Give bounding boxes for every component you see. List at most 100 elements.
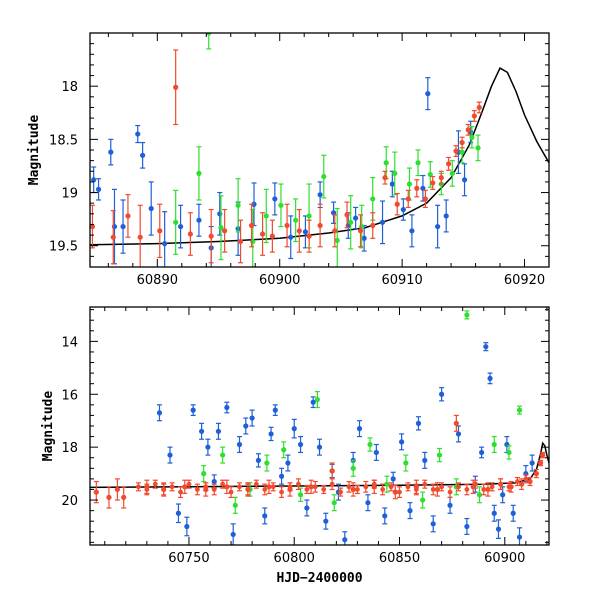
- x-tick-label: 60750: [168, 551, 209, 566]
- data-point: [459, 139, 465, 146]
- data-point: [95, 186, 102, 192]
- data-point: [422, 457, 428, 463]
- data-point: [481, 487, 487, 492]
- data-point: [264, 460, 270, 466]
- data-point: [407, 508, 413, 514]
- data-point: [196, 217, 202, 223]
- data-point: [353, 215, 359, 221]
- data-point: [135, 131, 141, 137]
- y-axis-label: Magnitude: [27, 115, 42, 186]
- data-point: [302, 229, 309, 235]
- data-point: [399, 439, 405, 445]
- data-point: [334, 237, 340, 244]
- data-point: [259, 231, 266, 237]
- data-point: [306, 233, 312, 239]
- data-point: [281, 447, 287, 453]
- data-point: [108, 149, 114, 155]
- data-point: [350, 486, 356, 493]
- data-point: [196, 170, 202, 176]
- data-point: [491, 441, 497, 448]
- data-point: [317, 192, 323, 198]
- data-point: [346, 484, 352, 490]
- data-point: [330, 210, 337, 216]
- data-point: [293, 217, 299, 223]
- data-point: [296, 481, 301, 487]
- data-point: [304, 505, 310, 511]
- data-point: [365, 500, 371, 506]
- data-point: [392, 170, 398, 176]
- data-point: [161, 487, 167, 492]
- data-point: [316, 444, 323, 450]
- data-point: [120, 223, 126, 230]
- x-axis-label: HJD−2400000: [276, 571, 362, 586]
- data-point: [439, 391, 445, 397]
- data-point: [533, 471, 539, 477]
- data-point: [308, 484, 314, 490]
- data-point: [169, 484, 175, 490]
- y-tick-label: 19: [61, 187, 78, 202]
- data-point: [363, 484, 369, 490]
- data-point: [201, 471, 207, 477]
- data-point: [249, 415, 255, 421]
- data-point: [464, 523, 470, 530]
- data-point: [208, 233, 214, 239]
- data-point: [527, 478, 533, 485]
- data-point: [237, 238, 244, 245]
- data-point: [516, 534, 523, 540]
- data-point: [287, 484, 293, 490]
- data-point: [453, 148, 459, 154]
- data-point: [162, 241, 168, 247]
- data-point: [425, 91, 431, 97]
- data-point: [291, 426, 297, 432]
- data-point: [125, 213, 131, 219]
- data-point: [266, 484, 272, 490]
- data-point: [344, 212, 350, 218]
- data-point: [420, 185, 426, 191]
- data-point: [175, 510, 182, 516]
- data-point: [519, 481, 525, 487]
- data-point: [323, 518, 329, 524]
- data-point: [382, 513, 388, 519]
- x-tick-label: 60800: [274, 551, 315, 566]
- data-point: [380, 487, 386, 492]
- data-point: [415, 160, 421, 166]
- data-point: [177, 223, 184, 230]
- y-tick-label: 18: [61, 80, 78, 95]
- x-tick-label: 60900: [484, 551, 525, 566]
- data-point: [453, 420, 459, 426]
- data-point: [237, 484, 242, 490]
- data-point: [371, 481, 377, 487]
- data-point: [487, 375, 493, 381]
- y-tick-label: 19.5: [49, 240, 78, 255]
- y-tick-label: 14: [61, 335, 78, 350]
- data-point: [434, 486, 441, 493]
- data-point: [186, 481, 192, 487]
- data-point: [342, 537, 348, 543]
- data-point: [405, 196, 411, 202]
- top-panel: 60890 60900 60910 60920 18 18.5 19 19.5 Magnitud…: [27, 32, 550, 288]
- data-point: [331, 500, 337, 506]
- data-point: [106, 494, 112, 500]
- data-point: [439, 484, 445, 490]
- data-point: [510, 510, 516, 516]
- data-point: [110, 234, 116, 240]
- data-point: [137, 234, 143, 240]
- series-1: [201, 310, 523, 514]
- data-point: [495, 526, 502, 532]
- data-point: [220, 481, 226, 487]
- data-point: [285, 460, 291, 466]
- data-point: [475, 145, 481, 151]
- data-point: [321, 487, 327, 492]
- data-point: [464, 312, 470, 318]
- data-point: [215, 428, 222, 434]
- plot-area: [90, 310, 549, 545]
- y-tick-label: 18: [61, 441, 78, 456]
- data-point: [218, 225, 224, 231]
- data-point: [220, 452, 226, 458]
- data-point: [506, 484, 512, 490]
- data-point: [90, 223, 96, 230]
- data-point: [456, 484, 461, 490]
- data-point: [409, 228, 415, 234]
- data-point: [91, 177, 97, 183]
- data-point: [278, 202, 284, 208]
